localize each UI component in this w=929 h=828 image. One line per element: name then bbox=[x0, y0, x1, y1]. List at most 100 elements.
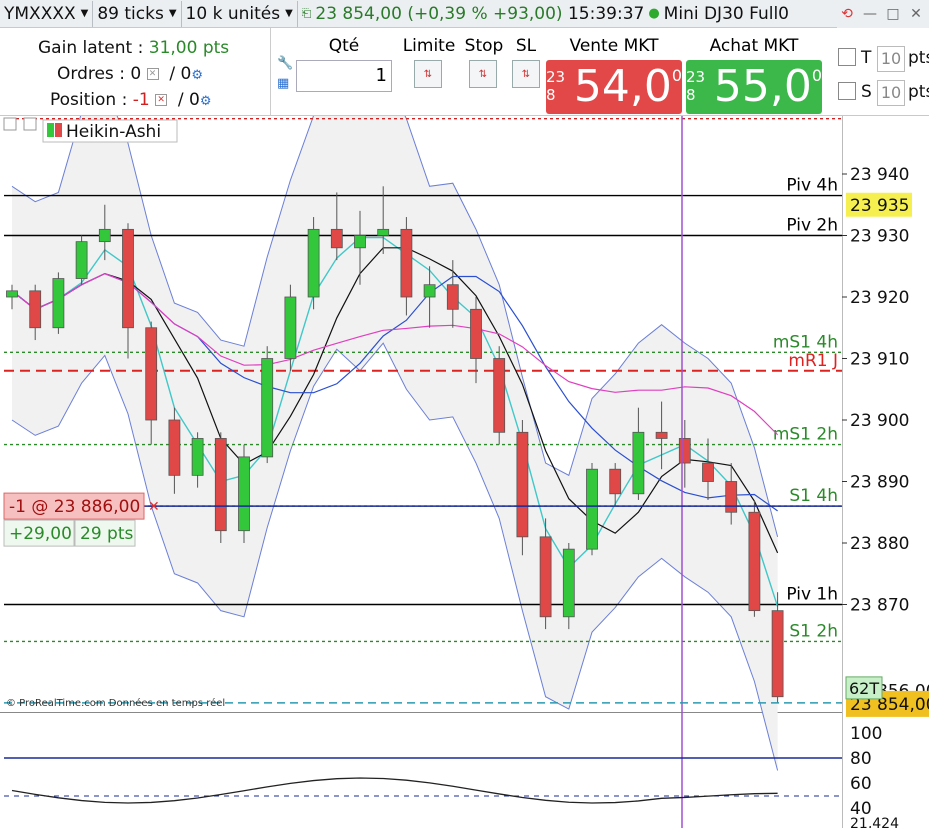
oscillator-tick-label: 100 bbox=[850, 724, 882, 744]
settings-icon[interactable]: ⚙ bbox=[199, 94, 212, 109]
y-tick-label: 23 880 bbox=[850, 534, 909, 554]
panel-divider bbox=[0, 712, 842, 713]
y-tick-label: 23 900 bbox=[850, 411, 909, 431]
stop-points-input[interactable]: 10 bbox=[877, 80, 905, 106]
candle-body bbox=[446, 284, 459, 310]
position-badge[interactable] bbox=[3, 492, 145, 520]
candle-body bbox=[632, 431, 645, 495]
wrench-icon[interactable]: 🔧 bbox=[277, 56, 294, 71]
position-total: / 0 bbox=[177, 90, 200, 110]
collapse-icon[interactable] bbox=[3, 117, 17, 131]
cancel-orders-icon[interactable]: ✕ bbox=[146, 68, 159, 80]
candle-body bbox=[238, 456, 250, 532]
quote-icon: ⎗ bbox=[301, 6, 312, 20]
ticks-left-label: 62T bbox=[849, 679, 879, 698]
candle-body bbox=[771, 610, 784, 698]
sl-label: SL bbox=[515, 36, 537, 56]
y-tick-label: 23 890 bbox=[850, 473, 909, 493]
buy-price-big: 55,0 bbox=[713, 61, 812, 112]
candle-body bbox=[145, 327, 158, 421]
gain-value: 31,00 pts bbox=[148, 38, 230, 58]
quantity-input[interactable]: 1 bbox=[296, 60, 392, 92]
sell-market-button[interactable]: 23 8 54,0 0 bbox=[546, 60, 682, 114]
gain-label: Gain latent : bbox=[38, 38, 144, 58]
level-label: Piv 2h bbox=[786, 216, 838, 236]
sync-icon[interactable]: ⟲ bbox=[841, 6, 853, 22]
orders-label: Ordres : bbox=[57, 64, 125, 84]
minimize-icon[interactable]: — bbox=[863, 6, 877, 22]
stop-label-s: S bbox=[861, 82, 872, 102]
candle-body bbox=[725, 481, 738, 513]
bollinger-upper-line bbox=[11, 116, 779, 537]
instrument-toolbar: YMXXXX ▼ 89 ticks ▼ 10 k unités ▼ ⎗ 23 854,… bbox=[0, 0, 929, 28]
position-badge-label: -1 @ 23 886,00 bbox=[9, 497, 140, 517]
position-stat: Position : -1 ✕ / 0⚙ bbox=[50, 90, 212, 110]
settings-icon[interactable]: ⚙ bbox=[191, 68, 203, 83]
close-icon[interactable]: ✕ bbox=[910, 6, 922, 22]
candle-body bbox=[354, 235, 366, 249]
close-position-icon[interactable]: ✕ bbox=[155, 94, 168, 106]
buy-price-sup: 0 bbox=[811, 66, 822, 85]
y-tick-label: 23 930 bbox=[850, 227, 909, 247]
quote-change: (+0,39 % +93,00) bbox=[407, 3, 563, 24]
quote-time: 15:39:37 bbox=[567, 3, 645, 24]
candle-body bbox=[168, 419, 181, 476]
current-price-box bbox=[846, 192, 912, 217]
bollinger-lower-line bbox=[11, 342, 779, 771]
oscillator-line bbox=[11, 777, 778, 804]
candle-body bbox=[330, 228, 343, 249]
ticks-select[interactable]: 89 ticks ▼ bbox=[93, 0, 182, 27]
candle-body bbox=[655, 431, 668, 439]
target-checkbox[interactable] bbox=[838, 48, 856, 66]
candle-body bbox=[122, 228, 134, 329]
candle-body bbox=[52, 278, 65, 329]
stop-pts-label: pts bbox=[908, 82, 929, 102]
buy-market-button[interactable]: 23 8 55,0 0 bbox=[686, 60, 822, 114]
stop-checkbox[interactable] bbox=[838, 82, 856, 100]
buy-price-prefix: 23 8 bbox=[686, 68, 706, 104]
level-label: mS1 4h bbox=[773, 332, 838, 352]
window-controls: ⟲ — □ ✕ bbox=[837, 0, 929, 28]
candle-body bbox=[539, 536, 552, 618]
pnl-box bbox=[3, 519, 75, 547]
bull-swatch bbox=[47, 123, 54, 137]
ticks-label: 89 ticks bbox=[97, 3, 164, 24]
instrument-select[interactable]: YMXXXX ▼ bbox=[0, 0, 94, 27]
live-dot-icon: ● bbox=[648, 6, 660, 21]
bear-swatch bbox=[55, 123, 62, 137]
chevron-down-icon: ▼ bbox=[80, 8, 89, 19]
units-select[interactable]: 10 k unités ▼ bbox=[182, 0, 298, 27]
y-tick-label: 23 940 bbox=[850, 165, 909, 185]
instrument-label: YMXXXX bbox=[4, 3, 76, 24]
target-points-input[interactable]: 10 bbox=[877, 46, 905, 72]
level-label: mS1 2h bbox=[773, 425, 838, 445]
product-name: Mini DJ30 Full0 bbox=[663, 3, 789, 24]
limit-label: Limite bbox=[402, 36, 456, 56]
chevron-down-icon: ▼ bbox=[285, 8, 293, 19]
price-chart[interactable]: 23 940 23 930 23 920 23 910 23 900 23 890 23 8… bbox=[0, 116, 929, 828]
y-tick-label: 23 910 bbox=[850, 350, 909, 370]
qty-label: Qté bbox=[328, 36, 360, 56]
units-label: 10 k unités bbox=[185, 3, 281, 24]
divider bbox=[270, 28, 271, 116]
candle-body bbox=[307, 228, 320, 298]
level-label: mR1 2h bbox=[772, 116, 838, 119]
level-label: S1 4h bbox=[789, 486, 838, 506]
expand-icon[interactable] bbox=[23, 117, 37, 131]
candle-body bbox=[609, 468, 622, 495]
candle-body bbox=[75, 241, 88, 279]
stop-order-button[interactable]: ⇅ bbox=[469, 60, 497, 88]
bollinger-band-area bbox=[12, 116, 778, 771]
sl-order-button[interactable]: ⇅ bbox=[512, 60, 540, 88]
keypad-icon[interactable]: ▦ bbox=[277, 76, 290, 91]
close-position-icon[interactable]: ✕ bbox=[148, 499, 160, 515]
ma-fast-line bbox=[11, 236, 779, 607]
target-pts-label: pts bbox=[908, 48, 929, 68]
maximize-icon[interactable]: □ bbox=[886, 6, 900, 22]
level-label: Piv 1h bbox=[786, 585, 838, 605]
orders-total: / 0 bbox=[169, 64, 192, 84]
limit-order-button[interactable]: ⇅ bbox=[414, 60, 442, 88]
quote-bar: ⎗ 23 854,00 (+0,39 % +93,00) 15:39:37 ● Mi… bbox=[298, 4, 789, 24]
watermark-label: © ProRealTime.com Données en temps réel bbox=[6, 697, 225, 709]
target-label: T bbox=[861, 48, 872, 68]
